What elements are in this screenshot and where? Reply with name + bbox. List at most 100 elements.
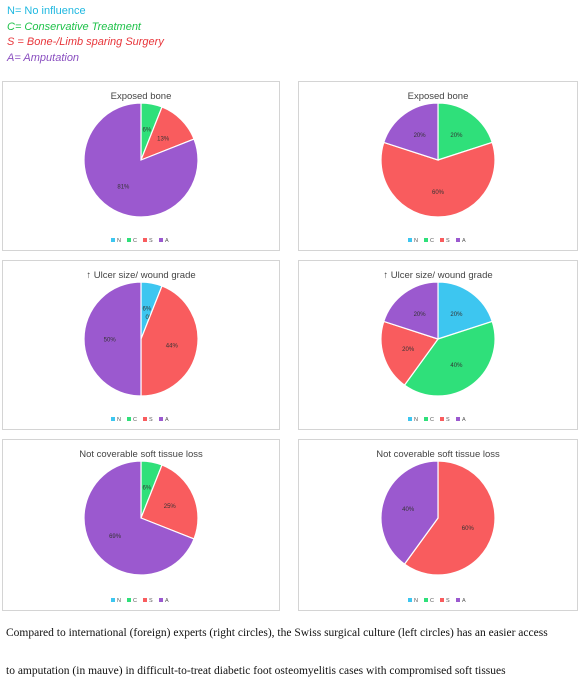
- legend-swatch-A: [159, 238, 163, 242]
- legend-label-A: A: [165, 238, 169, 244]
- pie-chart-4: Not coverable soft tissue loss0%6%25%69%…: [79, 449, 203, 604]
- legend-swatch-A: [456, 238, 460, 242]
- legend-swatch-C: [127, 238, 131, 242]
- slice-label-S: 60%: [432, 190, 445, 196]
- slice-label-A: 20%: [414, 133, 427, 139]
- slice-label-S: 60%: [462, 526, 475, 532]
- chart-title: ↑ Ulcer size/ wound grade: [383, 270, 492, 281]
- legend-label-S: S: [446, 417, 450, 423]
- legend-label-C: C: [133, 598, 137, 604]
- legend-label-S: S: [149, 598, 153, 604]
- legend-swatch-N: [111, 417, 115, 421]
- pie-slice-A: [83, 460, 195, 576]
- slice-label-A: 81%: [117, 184, 130, 190]
- legend-label-A: A: [165, 417, 169, 423]
- caption-line-1: Compared to international (foreign) expe…: [6, 627, 548, 639]
- legend-label-S: S: [149, 417, 153, 423]
- legend-swatch-C: [127, 417, 131, 421]
- chart-panel-4: Not coverable soft tissue loss0%6%25%69%…: [2, 439, 280, 611]
- legend-label-A: A: [165, 598, 169, 604]
- legend-label-C: C: [430, 417, 434, 423]
- legend-swatch-A: [456, 417, 460, 421]
- slice-label-C: 20%: [450, 133, 463, 139]
- pie-slice-N: [437, 281, 493, 340]
- legend-label-N: N: [414, 417, 418, 423]
- pie-slice-S: [380, 141, 496, 218]
- pie-slice-S: [140, 464, 199, 540]
- legend-swatch-C: [424, 238, 428, 242]
- legend-swatch-N: [408, 238, 412, 242]
- legend-swatch-N: [408, 417, 412, 421]
- slice-label-A: 20%: [414, 312, 427, 318]
- legend-swatch-C: [127, 598, 131, 602]
- legend-label-C: C: [133, 238, 137, 244]
- pie-slice-A: [380, 460, 439, 565]
- legend-swatch-N: [111, 598, 115, 602]
- legend-swatch-S: [440, 417, 444, 421]
- slice-label-N: 20%: [450, 312, 463, 318]
- legend-swatch-N: [111, 238, 115, 242]
- chart-title: Exposed bone: [111, 91, 172, 102]
- legend-swatch-C: [424, 598, 428, 602]
- legend-conservative: C= Conservative Treatment: [7, 20, 141, 33]
- legend-swatch-A: [159, 598, 163, 602]
- legend-label-A: A: [462, 238, 466, 244]
- chart-panel-5: Not coverable soft tissue loss0%0%60%40%…: [298, 439, 578, 611]
- legend-swatch-S: [143, 598, 147, 602]
- legend-label-N: N: [117, 238, 121, 244]
- slice-label-S: 25%: [164, 504, 177, 510]
- chart-panel-3: ↑ Ulcer size/ wound grade 20% 40% 20% 20% N C S…: [298, 260, 578, 430]
- legend-swatch-N: [408, 598, 412, 602]
- slice-label-S: 20%: [402, 347, 415, 353]
- legend-label-S: S: [446, 238, 450, 244]
- legend-label-N: N: [117, 598, 121, 604]
- pie-slice-S: [140, 285, 199, 397]
- chart-title: Exposed bone: [408, 91, 469, 102]
- legend-label-S: S: [446, 598, 450, 604]
- slice-label-A: 50%: [104, 338, 117, 344]
- pie-slice-A: [83, 102, 199, 218]
- pie-slice-C: [437, 102, 493, 161]
- slice-label-A: 40%: [402, 507, 415, 513]
- legend-swatch-A: [456, 598, 460, 602]
- pie-slice-A: [83, 281, 142, 397]
- pie-slice-S: [380, 320, 439, 386]
- chart-title: Not coverable soft tissue loss: [376, 449, 500, 460]
- slice-label-A: 69%: [109, 534, 122, 540]
- slice-label-S: 13%: [157, 136, 170, 142]
- legend-label-C: C: [430, 238, 434, 244]
- legend-no-influence: N= No influence: [7, 5, 86, 17]
- legend-label-C: C: [430, 598, 434, 604]
- legend-amputation: A= Amputation: [7, 51, 80, 64]
- pie-slice-A: [383, 102, 439, 161]
- legend-swatch-S: [440, 238, 444, 242]
- slice-label-S: 44%: [166, 343, 179, 349]
- legend-label-N: N: [414, 238, 418, 244]
- pie-slice-A: [383, 281, 439, 340]
- legend-swatch-A: [159, 417, 163, 421]
- legend-label-A: A: [462, 598, 466, 604]
- pie-slice-C: [403, 320, 496, 397]
- pie-chart-5: Not coverable soft tissue loss0%0%60%40%…: [376, 449, 500, 604]
- legend-surgery: S = Bone-/Limb sparing Surgery: [7, 36, 164, 48]
- legend-label-N: N: [414, 598, 418, 604]
- chart-title: ↑ Ulcer size/ wound grade: [86, 270, 195, 281]
- legend-swatch-C: [424, 417, 428, 421]
- legend-label-N: N: [117, 417, 121, 423]
- legend-swatch-S: [440, 598, 444, 602]
- pie-chart-3: ↑ Ulcer size/ wound grade 20% 40% 20% 20% N C S…: [380, 270, 496, 423]
- legend-label-A: A: [462, 417, 466, 423]
- caption-line-2: to amputation (in mauve) in difficult-to…: [6, 665, 506, 677]
- legend-swatch-S: [143, 238, 147, 242]
- color-legend: N= No influence C= Conservative Treatmen…: [7, 4, 164, 66]
- pie-slice-S: [403, 460, 496, 576]
- legend-swatch-S: [143, 417, 147, 421]
- slice-label-C: 6%: [143, 128, 152, 134]
- legend-label-S: S: [149, 238, 153, 244]
